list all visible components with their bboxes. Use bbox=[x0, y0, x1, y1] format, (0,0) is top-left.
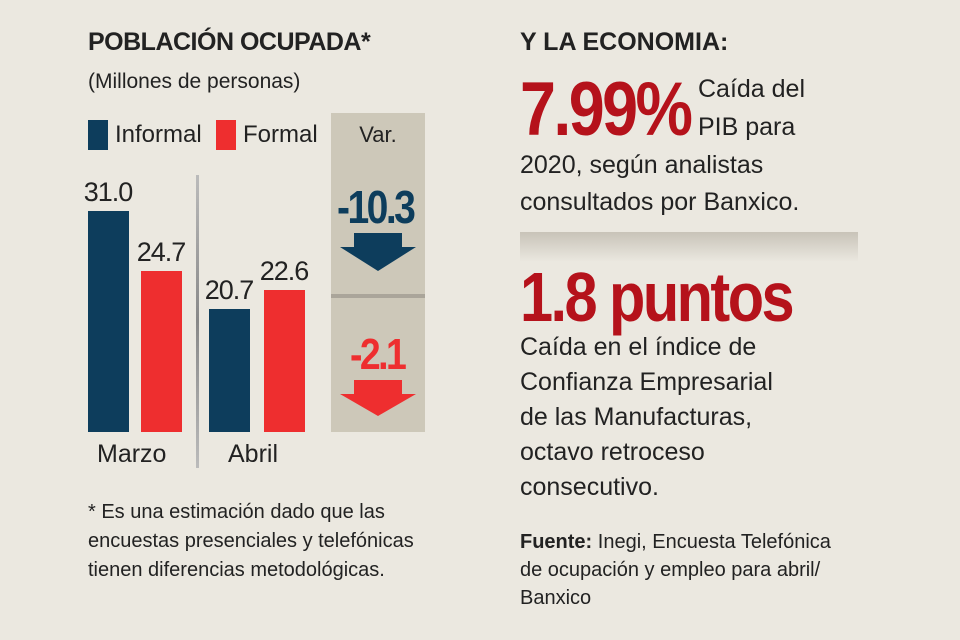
footnote: * Es una estimación dado que las encuest… bbox=[88, 501, 414, 581]
variation-informal: -10.3 bbox=[337, 181, 416, 233]
divider bbox=[520, 232, 858, 262]
source-label: Fuente: bbox=[520, 531, 593, 553]
legend-label: Formal bbox=[243, 121, 318, 148]
text-line: octavo retroceso bbox=[520, 438, 705, 466]
text-line: Confianza Empresarial bbox=[520, 368, 773, 396]
variation-formal: -2.1 bbox=[350, 330, 407, 379]
stat-confidence-value: 1.8 puntos bbox=[520, 258, 795, 336]
section-heading: Y LA ECONOMIA: bbox=[520, 28, 729, 56]
legend-informal: Informal bbox=[88, 120, 202, 150]
legend-swatch bbox=[216, 120, 236, 150]
stat-gdp-text: PIB para bbox=[698, 113, 796, 141]
arrow-down-icon bbox=[340, 233, 416, 271]
divider bbox=[196, 175, 199, 468]
divider bbox=[331, 294, 425, 298]
data-label: 24.7 bbox=[136, 236, 187, 267]
chart-subtitle: (Millones de personas) bbox=[88, 70, 301, 93]
text-line: Caída en el índice de bbox=[520, 333, 757, 361]
category-label: Marzo bbox=[97, 440, 167, 468]
text-line: de las Manufacturas, bbox=[520, 403, 753, 431]
chart-title: POBLACIÓN OCUPADA* bbox=[88, 28, 371, 56]
stat-gdp-value: 7.99% bbox=[520, 67, 693, 152]
bar-informal-marzo bbox=[88, 210, 129, 432]
stat-gdp-text: Caída del bbox=[698, 75, 806, 103]
legend-label: Informal bbox=[115, 121, 202, 148]
data-label: 20.7 bbox=[204, 274, 255, 305]
bar-informal-abril bbox=[209, 308, 250, 432]
bar-formal-abril bbox=[264, 290, 305, 432]
bar-chart: 31.0 24.7 20.7 22.6 bbox=[0, 0, 330, 640]
variation-label: Var. bbox=[359, 122, 397, 147]
category-label: Abril bbox=[228, 440, 279, 468]
source: Fuente: Inegi, Encuesta Telefónica de oc… bbox=[520, 528, 850, 612]
legend-formal: Formal bbox=[216, 120, 318, 150]
stat-confidence-text: Caída en el índice de Confianza Empresar… bbox=[520, 330, 773, 505]
stat-gdp-text: 2020, según analistas bbox=[520, 151, 764, 179]
bar-formal-marzo bbox=[141, 270, 182, 432]
arrow-down-icon bbox=[340, 380, 416, 416]
legend-swatch bbox=[88, 120, 108, 150]
data-label: 31.0 bbox=[83, 176, 134, 207]
variation-panel bbox=[331, 113, 425, 432]
text-line: consecutivo. bbox=[520, 473, 659, 501]
source-text: Inegi, Encuesta Telefónica de ocupación … bbox=[520, 531, 831, 609]
data-label: 22.6 bbox=[259, 256, 310, 287]
stat-gdp-text: consultados por Banxico. bbox=[520, 188, 800, 216]
